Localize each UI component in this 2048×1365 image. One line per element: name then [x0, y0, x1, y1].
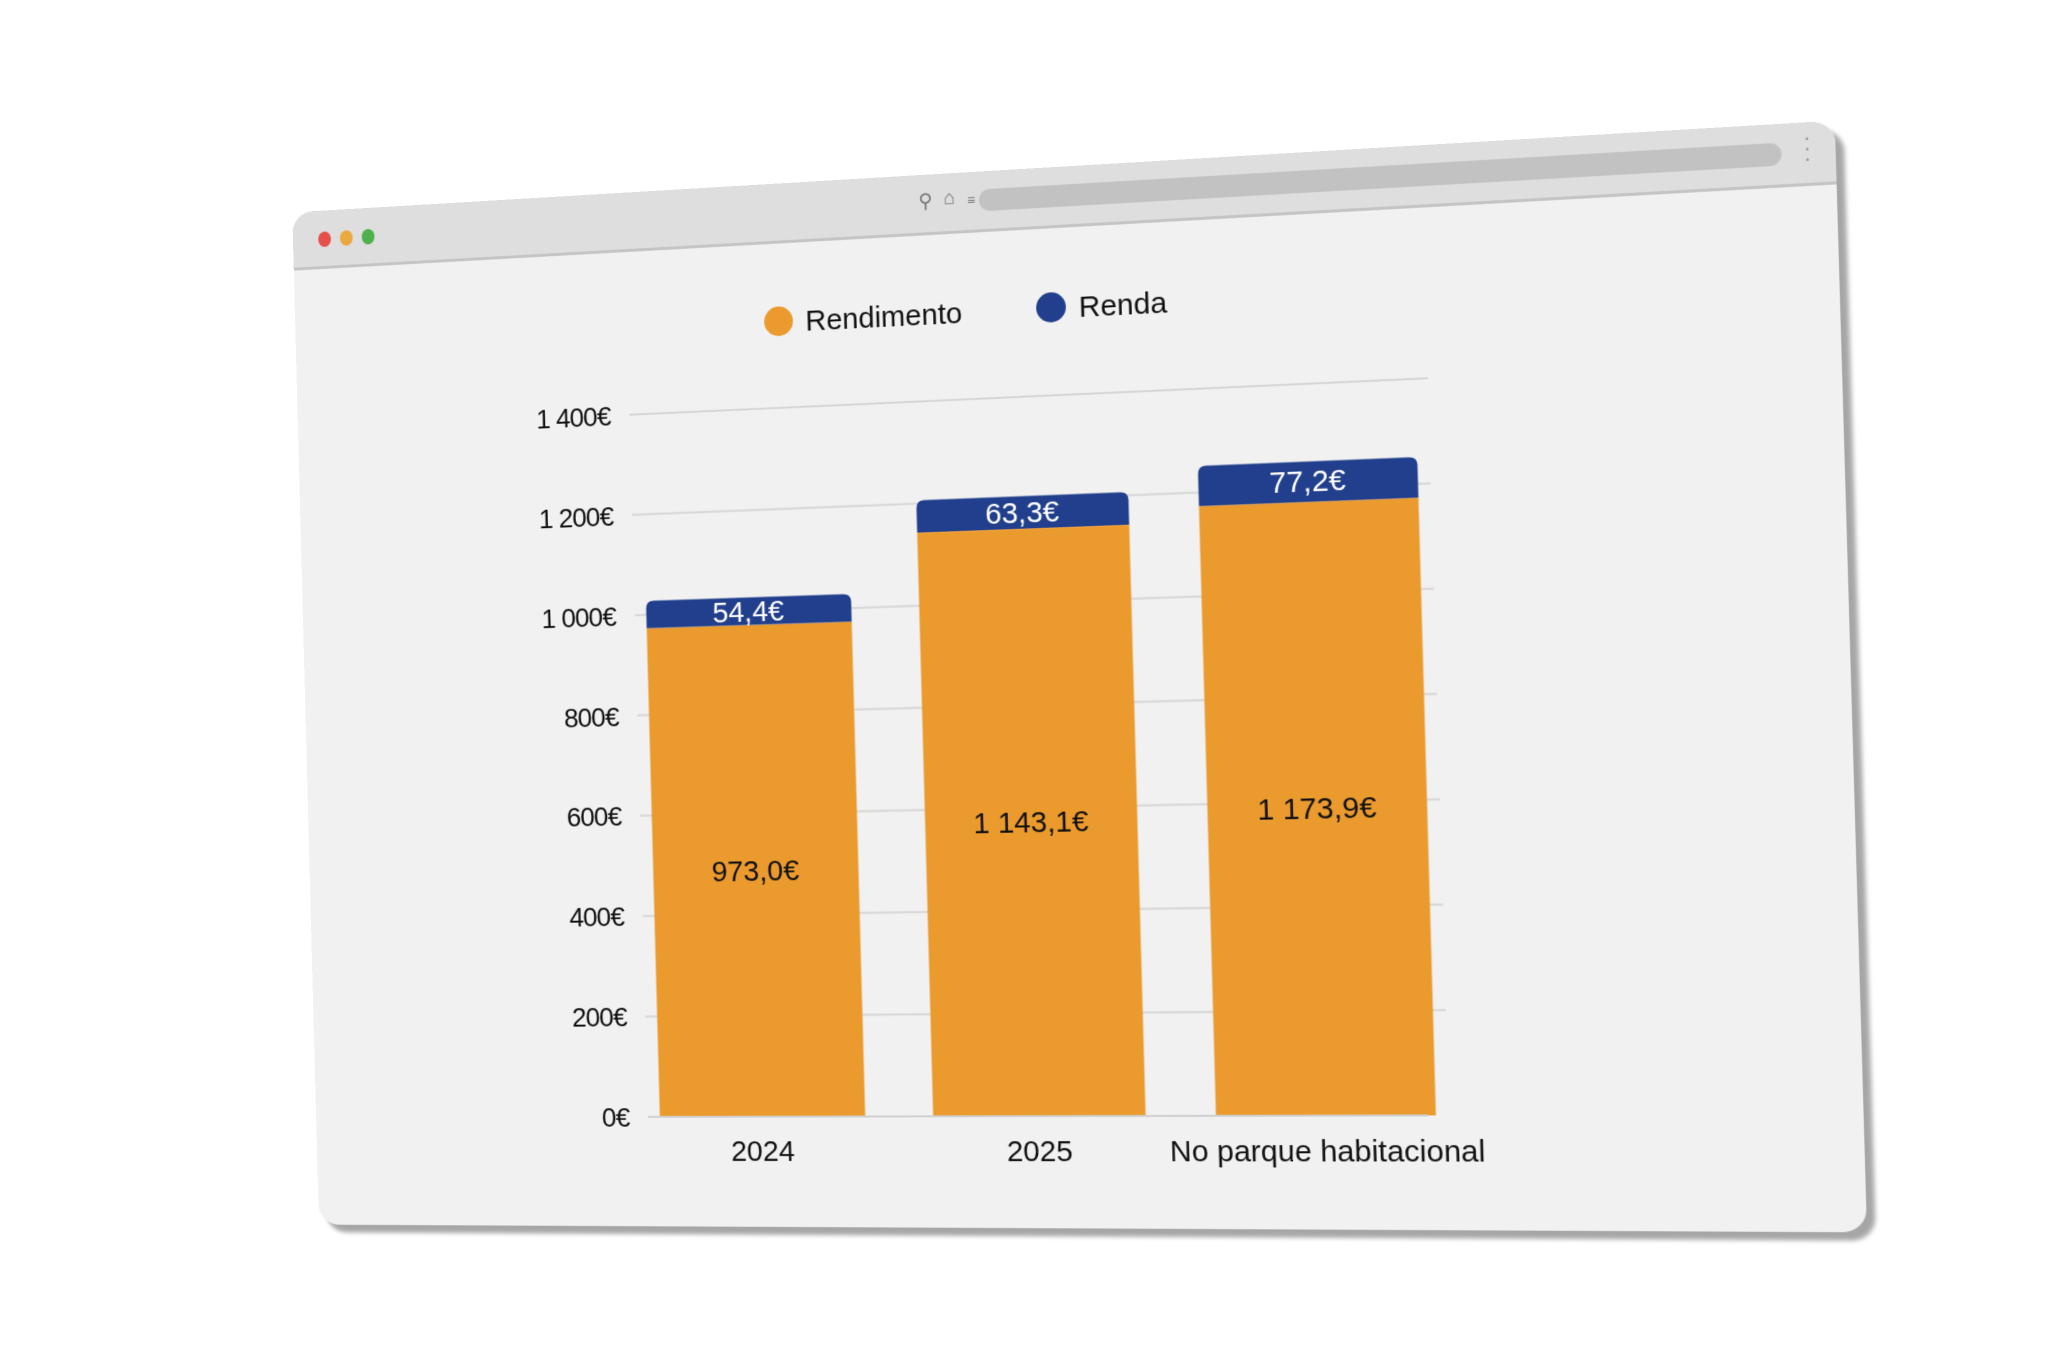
data-label-rendimento: 1 173,9€ [1257, 791, 1378, 827]
data-label-renda: 63,3€ [985, 495, 1060, 531]
browser-window: ⚲ ⌂ ≡ · · · Rendimento Renda 0€ 200€ 400€ 600€ 8… [292, 121, 1867, 1233]
x-tick-label: 2025 [1006, 1135, 1073, 1168]
legend-label-renda: Renda [1078, 286, 1168, 324]
minimize-button[interactable] [340, 230, 353, 246]
data-label-renda: 77,2€ [1269, 464, 1347, 501]
legend-marker-rendimento [764, 306, 794, 337]
y-tick-label: 800€ [564, 701, 621, 733]
more-vertical-icon[interactable]: · · · [1803, 132, 1813, 164]
x-tick-label: No parque habitacional [1170, 1135, 1486, 1169]
home-icon[interactable]: ⌂ [943, 187, 955, 211]
stage: ⚲ ⌂ ≡ · · · Rendimento Renda 0€ 200€ 400€ 600€ 8… [0, 0, 2048, 1365]
data-label-rendimento: 973,0€ [711, 854, 800, 888]
legend-label-rendimento: Rendimento [805, 297, 963, 338]
stacked-bar-chart: Rendimento Renda 0€ 200€ 400€ 600€ 800€ 1 000€ 1… [294, 181, 1867, 1232]
y-tick-label: 1 000€ [541, 601, 618, 634]
y-tick-label: 1 400€ [536, 401, 612, 435]
search-icon[interactable]: ⚲ [918, 188, 933, 214]
data-label-renda: 54,4€ [712, 594, 785, 629]
gridline [629, 378, 1428, 414]
maximize-button[interactable] [362, 229, 375, 245]
y-tick-label: 400€ [569, 902, 626, 933]
legend-marker-renda [1036, 292, 1067, 324]
x-tick-label: 2024 [731, 1135, 796, 1168]
settings-icon[interactable]: ≡ [967, 192, 975, 208]
data-label-rendimento: 1 143,1€ [973, 805, 1090, 840]
y-tick-label: 0€ [602, 1102, 632, 1132]
y-tick-label: 600€ [566, 801, 623, 832]
close-button[interactable] [318, 231, 331, 247]
y-tick-label: 1 200€ [538, 501, 615, 534]
y-tick-label: 200€ [572, 1002, 629, 1033]
